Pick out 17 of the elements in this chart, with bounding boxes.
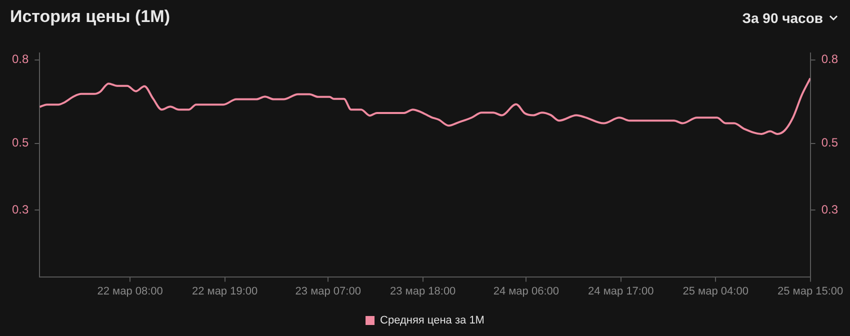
chart-title: История цены (1M) bbox=[10, 7, 170, 27]
x-tick-label: 24 мар 17:00 bbox=[588, 285, 654, 298]
x-tick-label: 25 мар 04:00 bbox=[682, 285, 748, 298]
y-tick-label: 0.5 bbox=[12, 136, 29, 150]
y2-tick-label: 0.8 bbox=[821, 52, 838, 66]
text: За 90 часов bbox=[742, 10, 823, 26]
y2-tick-label: 0.5 bbox=[821, 136, 838, 150]
x-tick-label: 23 мар 18:00 bbox=[390, 285, 456, 298]
x-tick-label: 22 мар 19:00 bbox=[192, 285, 258, 298]
x-tick-label: 25 мар 15:00 bbox=[777, 285, 844, 298]
x-tick-label: 23 мар 07:00 bbox=[295, 285, 361, 298]
x-tick-label: 24 мар 06:00 bbox=[493, 285, 560, 298]
y-tick-label: 0.8 bbox=[12, 52, 29, 66]
legend-label: Средняя цена за 1M bbox=[380, 314, 484, 327]
x-tick-label: 22 мар 08:00 bbox=[97, 285, 163, 298]
y2-tick-label: 0.3 bbox=[821, 202, 838, 216]
y-tick-label: 0.3 bbox=[12, 202, 29, 216]
